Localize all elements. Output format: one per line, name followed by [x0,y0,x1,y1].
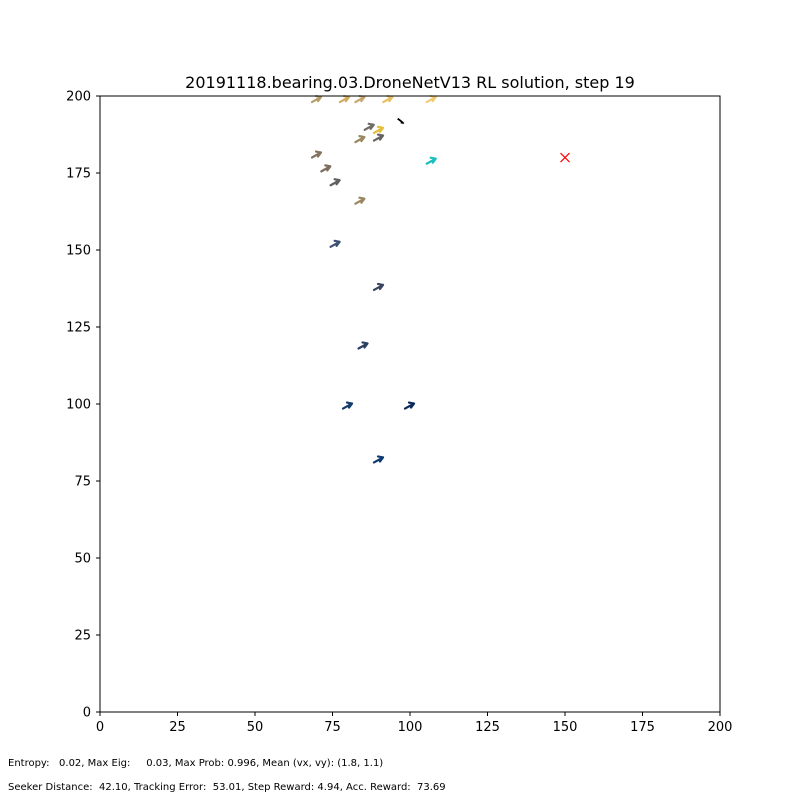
agent-arrow [354,135,366,144]
y-tick-label: 200 [66,90,91,105]
footer-stats-line-1: Entropy: 0.02, Max Eig: 0.03, Max Prob: … [8,758,384,769]
agent-arrow [363,122,375,131]
chart-title: 20191118.bearing.03.DroneNetV13 RL solut… [185,73,635,92]
target-x-marker [560,152,570,163]
y-tick-label: 0 [83,706,91,721]
axis-ticks: 0 25 50 75 100 125 150 175 200 0 25 50 75 100 125 150 17… [66,90,732,736]
agent-arrow [341,401,354,410]
x-tick-label: 125 [475,720,500,735]
agent-arrow [310,150,323,159]
target-trail [397,117,405,125]
x-tick-label: 100 [398,720,423,735]
x-tick-label: 0 [96,720,104,735]
agent-arrow [425,94,437,104]
x-tick-label: 75 [324,720,341,735]
agent-arrow [372,125,385,134]
y-tick-label: 150 [66,244,91,259]
x-tick-label: 150 [553,720,578,735]
data-marks [310,94,570,464]
agent-arrow [382,94,394,104]
y-tick-label: 100 [66,398,91,413]
x-tick-label: 25 [169,720,186,735]
agent-arrow [354,94,366,104]
agent-arrow [403,401,416,410]
y-tick-label: 50 [74,552,91,567]
agent-arrow [357,341,369,350]
x-tick-label: 175 [630,720,655,735]
agent-arrow [329,178,341,187]
y-tick-label: 25 [74,629,91,644]
agent-arrow [329,239,341,248]
agent-arrow [372,133,385,142]
x-tick-label: 200 [708,720,733,735]
y-tick-label: 75 [74,475,91,490]
axes-frame [99,95,721,713]
agent-arrow [425,156,437,165]
y-tick-label: 125 [66,321,91,336]
agent-arrow [338,94,350,104]
agent-arrow [372,282,385,292]
y-tick-label: 175 [66,167,91,182]
agent-arrow [372,455,385,464]
agent-arrow [320,164,332,173]
agent-arrow [310,94,323,104]
footer-stats-line-2: Seeker Distance: 42.10, Tracking Error: … [8,782,446,793]
agent-arrow [354,196,366,205]
x-tick-label: 50 [247,720,264,735]
